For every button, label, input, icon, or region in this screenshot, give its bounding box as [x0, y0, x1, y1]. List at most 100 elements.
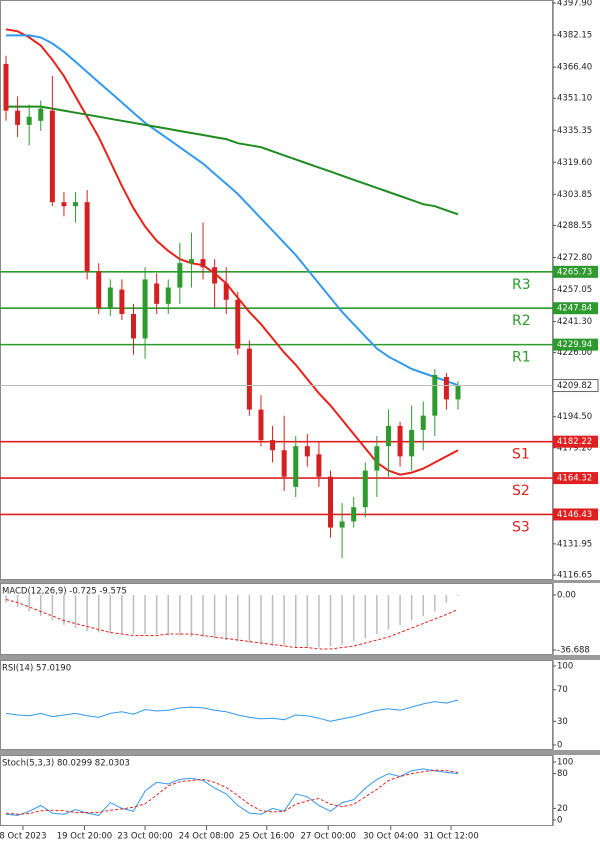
y-tick-label: 100	[557, 662, 573, 672]
x-tick-label: 24 Oct 08:00	[179, 832, 234, 842]
y-tick-label: 4382.15	[557, 31, 592, 41]
moving-average	[6, 34, 459, 387]
y-tick-label: 20	[557, 804, 568, 814]
candle-body	[49, 110, 55, 203]
y-tick-label: 4116.65	[557, 571, 592, 581]
y-tick-label: 4226.00	[557, 348, 592, 358]
candle-body	[96, 271, 102, 308]
candle-body	[420, 415, 426, 430]
candle-body	[270, 440, 276, 451]
candle-body	[73, 202, 79, 207]
indicator-line	[5, 699, 459, 722]
x-tick-label: 8 Oct 2023	[0, 832, 46, 842]
level-name: R2	[512, 313, 531, 329]
candle-body	[281, 450, 287, 477]
candle-body	[339, 521, 345, 528]
y-tick-label: 4194.50	[557, 412, 592, 422]
candle-body	[432, 375, 438, 416]
x-tick-label: 25 Oct 16:00	[239, 832, 294, 842]
candle-body	[328, 476, 334, 528]
candle-body	[258, 409, 264, 441]
candle-body	[3, 63, 9, 111]
candle-body	[246, 348, 252, 410]
candle-body	[304, 446, 310, 457]
candle-body	[130, 313, 136, 339]
level-price: 4247.84	[557, 304, 592, 314]
y-tick-label: 80	[557, 769, 568, 779]
y-tick-label: 100	[557, 757, 573, 767]
level-name: S1	[512, 447, 530, 463]
candle-body	[165, 287, 171, 304]
indicator-line	[5, 769, 459, 815]
y-tick-label: 4272.80	[557, 253, 592, 263]
level-price-box	[553, 472, 598, 485]
candle-body	[154, 283, 160, 304]
candle-body	[374, 446, 380, 471]
level-price-box	[553, 435, 598, 448]
candle-body	[455, 385, 461, 400]
candle-body	[107, 287, 113, 308]
panel-border	[0, 0, 553, 580]
x-tick-label: 31 Oct 12:00	[423, 832, 478, 842]
candle-body	[142, 279, 148, 339]
level-price: 4182.22	[557, 437, 592, 447]
candle-body	[223, 283, 229, 300]
panel-label: MACD(12,26,9) -0.725 -9.575	[2, 587, 127, 597]
y-tick-label: 4397.90	[557, 0, 592, 9]
candle-body	[316, 454, 322, 477]
y-tick-label: 4303.85	[557, 190, 592, 200]
level-name: R1	[512, 350, 531, 366]
level-price-box	[553, 338, 598, 351]
indicator-line	[5, 599, 459, 650]
candle-body	[38, 108, 44, 121]
moving-average	[6, 105, 459, 216]
level-price-box	[553, 265, 598, 278]
panel-border	[0, 583, 553, 655]
y-tick-label: 4351.10	[557, 94, 592, 104]
level-price-box	[553, 508, 598, 521]
y-tick-label: 4131.95	[557, 539, 592, 549]
y-tick-label: 70	[557, 685, 568, 695]
y-tick-label: 4335.35	[557, 126, 592, 136]
y-tick-label: 4366.40	[557, 63, 592, 73]
candle-body	[397, 425, 403, 457]
moving-average	[5, 28, 459, 476]
panel-label: RSI(14) 57.0190	[2, 664, 71, 674]
candle-body	[188, 259, 194, 264]
panel-label: Stoch(5,3,3) 80.0299 82.0303	[2, 759, 130, 769]
x-tick-label: 27 Oct 00:00	[300, 832, 355, 842]
candle-body	[200, 259, 206, 268]
y-tick-label: 4179.20	[557, 443, 592, 453]
panel-border	[0, 755, 553, 826]
candle-body	[443, 377, 449, 400]
y-tick-label: 4241.30	[557, 317, 592, 327]
candle-body	[362, 470, 368, 508]
y-tick-label: 4319.60	[557, 158, 592, 168]
candle-body	[26, 116, 32, 125]
level-price: 4229.94	[557, 340, 592, 350]
candle-body	[235, 299, 241, 349]
panel-separator	[0, 580, 600, 583]
y-tick-label: 0.00	[557, 591, 576, 601]
y-tick-label: 0	[557, 741, 562, 751]
candle-body	[293, 446, 299, 487]
candle-body	[212, 267, 218, 284]
candle-body	[119, 289, 125, 314]
level-price: 4146.43	[557, 510, 592, 520]
candle-body	[61, 202, 67, 207]
candle-body	[385, 425, 391, 447]
last-price-box	[552, 379, 599, 393]
last-price: 4209.82	[557, 381, 592, 391]
plot-area	[0, 0, 553, 847]
indicator-line	[5, 768, 459, 816]
y-tick-label: 0	[557, 816, 562, 826]
candle-body	[15, 110, 21, 125]
y-tick-label: -36.688	[557, 646, 590, 656]
y-tick-label: 4288.55	[557, 221, 592, 231]
level-price: 4265.73	[557, 267, 592, 277]
x-tick-label: 23 Oct 00:00	[117, 832, 172, 842]
y-tick-label: 30	[557, 717, 568, 727]
panel-separator	[0, 750, 600, 755]
